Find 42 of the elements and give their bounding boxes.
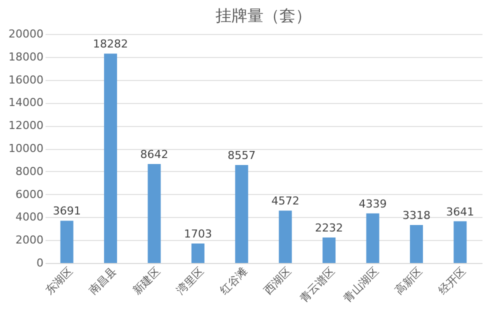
chart-title: 挂牌量（套）	[216, 6, 312, 25]
y-tick-label: 20000	[8, 28, 44, 40]
bar	[322, 237, 336, 263]
y-tick-label: 16000	[8, 73, 44, 86]
x-tick-label: 南昌县	[86, 264, 120, 298]
y-tick-label: 14000	[8, 96, 44, 110]
bar	[60, 220, 74, 263]
y-tick-label: 0	[36, 256, 44, 270]
x-tick-label: 湾里区	[174, 264, 206, 298]
data-label: 8557	[228, 149, 256, 162]
x-tick-label: 高新区	[392, 264, 425, 298]
data-label: 1703	[184, 228, 212, 240]
x-tick-label: 西湖区	[261, 264, 294, 298]
y-tick-label: 10000	[8, 142, 44, 155]
x-tick-label: 经开区	[436, 264, 469, 298]
data-label: 3641	[446, 205, 474, 218]
data-label: 3691	[52, 204, 81, 218]
bar	[454, 221, 467, 263]
bar	[278, 210, 292, 263]
bar	[104, 54, 118, 263]
data-label: 2232	[315, 221, 344, 234]
x-tick-label: 青云谱区	[297, 264, 338, 306]
x-tick-label: 青山湖区	[340, 264, 382, 306]
data-label: 18282	[93, 38, 128, 51]
x-tick-label: 红谷滩	[218, 264, 250, 298]
y-tick-label: 18000	[8, 50, 44, 64]
data-label: 8642	[140, 148, 168, 162]
y-tick-label: 4000	[16, 210, 44, 224]
data-label: 4339	[358, 197, 387, 210]
y-tick-label: 8000	[16, 164, 44, 178]
bar	[191, 244, 204, 263]
bar	[410, 225, 423, 263]
data-label: 3318	[402, 209, 430, 222]
bar	[148, 164, 161, 263]
y-tick-label: 6000	[16, 188, 44, 201]
bar	[235, 165, 248, 263]
x-tick-label: 新建区	[130, 264, 163, 298]
y-tick-label: 2000	[16, 234, 44, 247]
y-tick-label: 12000	[8, 119, 44, 132]
data-label: 4572	[271, 194, 300, 208]
bar	[366, 213, 380, 263]
x-tick-label: 东湖区	[42, 264, 76, 298]
